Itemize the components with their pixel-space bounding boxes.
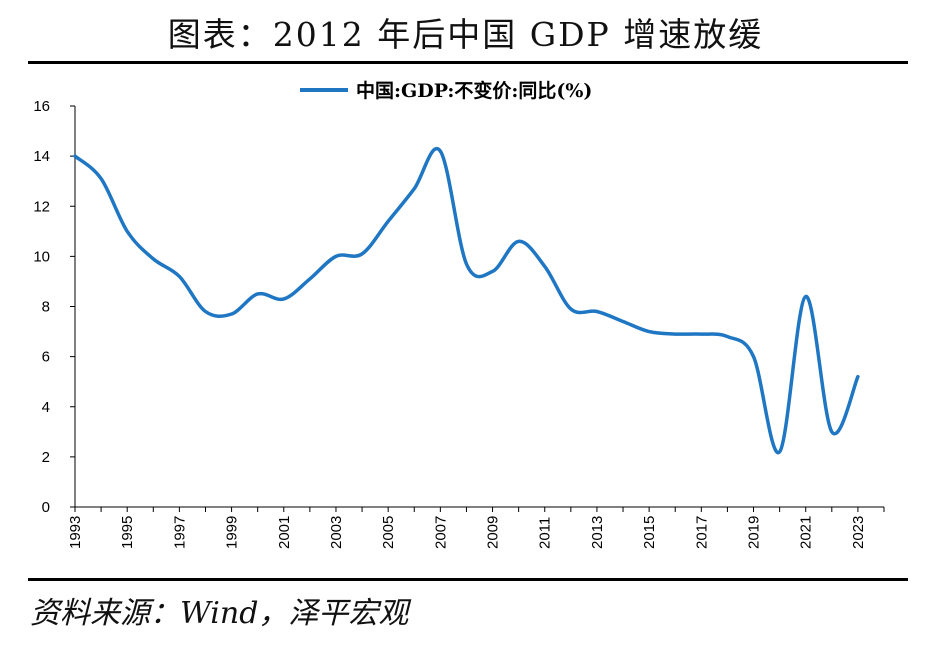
x-tick-label: 2017 xyxy=(693,516,710,549)
data-point xyxy=(308,277,311,280)
data-point xyxy=(491,270,494,273)
data-point xyxy=(648,330,651,333)
x-tick-label: 1999 xyxy=(224,516,241,549)
x-tick-label: 2015 xyxy=(641,516,658,549)
y-axis-ticks: 0 2 4 6 8 10 12 14 16 xyxy=(33,98,75,516)
y-tick-label: 8 xyxy=(42,299,50,316)
data-point xyxy=(856,375,859,378)
data-point xyxy=(569,308,572,311)
x-tick-label: 1993 xyxy=(67,516,84,549)
data-point xyxy=(674,333,677,336)
y-tick-label: 2 xyxy=(42,449,50,466)
x-tick-label: 2011 xyxy=(537,517,554,549)
series-line xyxy=(73,146,860,455)
x-tick-label: 2001 xyxy=(276,516,293,549)
y-tick-label: 4 xyxy=(42,399,50,416)
x-tick-label: 2013 xyxy=(589,516,606,549)
y-tick-label: 14 xyxy=(33,148,50,165)
data-point xyxy=(282,297,285,300)
x-tick-label: 1997 xyxy=(171,516,188,549)
x-tick-label: 2003 xyxy=(328,516,345,549)
data-point xyxy=(778,450,781,453)
data-point xyxy=(100,177,103,180)
data-point xyxy=(543,265,546,268)
data-point xyxy=(230,313,233,316)
chart-title: 图表：2012 年后中国 GDP 增速放缓 xyxy=(167,15,764,54)
y-tick-label: 16 xyxy=(33,98,50,115)
data-point xyxy=(126,230,129,233)
data-point xyxy=(726,335,729,338)
x-tick-label: 2005 xyxy=(380,516,397,549)
data-point xyxy=(256,292,259,295)
y-tick-label: 0 xyxy=(42,499,50,516)
data-point xyxy=(465,262,468,265)
data-point xyxy=(622,320,625,323)
data-point xyxy=(830,430,833,433)
y-tick-label: 12 xyxy=(33,198,50,215)
x-tick-label: 2021 xyxy=(798,516,815,549)
data-point xyxy=(439,150,442,153)
data-point xyxy=(334,255,337,258)
y-tick-label: 10 xyxy=(33,248,50,265)
data-point xyxy=(178,275,181,278)
data-point xyxy=(361,252,364,255)
data-point xyxy=(204,310,207,313)
x-tick-label: 2007 xyxy=(432,516,449,549)
data-point xyxy=(387,220,390,223)
data-point xyxy=(595,310,598,313)
data-point xyxy=(74,155,77,158)
data-point xyxy=(517,240,520,243)
source-note: 资料来源：Wind，泽平宏观 xyxy=(30,596,409,631)
x-tick-label: 2019 xyxy=(746,516,763,549)
bottom-divider xyxy=(28,578,908,581)
data-point xyxy=(700,333,703,336)
data-point xyxy=(804,295,807,298)
y-tick-label: 6 xyxy=(42,349,50,366)
x-tick-label: 2023 xyxy=(850,516,867,549)
x-tick-label: 2009 xyxy=(485,516,502,549)
top-divider xyxy=(28,61,908,64)
legend: 中国:GDP:不变价:同比(%) xyxy=(300,79,592,102)
axes xyxy=(74,106,884,508)
series-points xyxy=(74,150,860,454)
data-point xyxy=(152,257,155,260)
x-axis-ticks: 1993 1995 1997 1999 2001 2003 2005 2007 2009 2011… xyxy=(67,507,885,549)
data-point xyxy=(752,355,755,358)
x-tick-label: 1995 xyxy=(119,516,136,549)
legend-label: 中国:GDP:不变价:同比(%) xyxy=(356,79,592,102)
data-point xyxy=(413,187,416,190)
